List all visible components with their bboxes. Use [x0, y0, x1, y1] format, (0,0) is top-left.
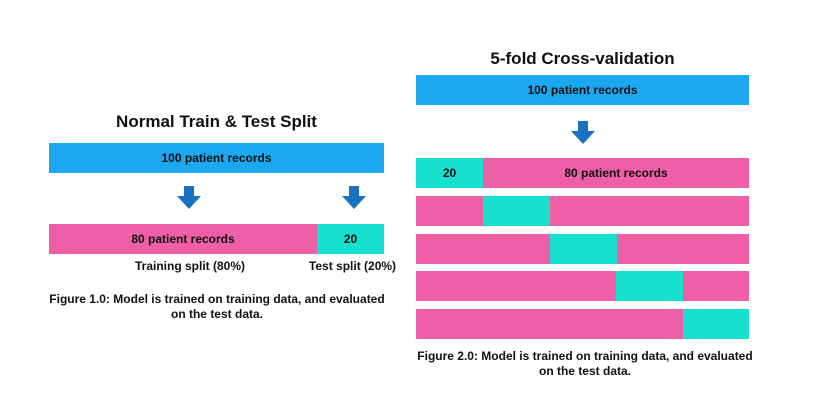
fold-4-train-segment-left: [416, 271, 616, 301]
fold-1-test-label: 20: [442, 166, 457, 180]
right-folds-arrow-icon: [571, 121, 595, 144]
training-split-label: Training split (80%): [134, 259, 245, 273]
left-test-bar: 20: [317, 224, 384, 254]
figure-1-caption-line2: on the test data.: [170, 307, 263, 321]
fold-2-train-segment-right: [550, 196, 749, 226]
left-total-records-bar: 100 patient records: [49, 143, 384, 173]
left-total-records-label: 100 patient records: [161, 151, 272, 165]
fold-5-test-segment: [683, 309, 749, 339]
figure-2-caption: Figure 2.0: Model is trained on training…: [388, 349, 782, 379]
fold-row-3: [416, 234, 749, 264]
fold-3-train-segment-left: [416, 234, 550, 264]
left-test-arrow-icon: [342, 186, 366, 209]
fold-5-train-segment: [416, 309, 683, 339]
left-train-label: 80 patient records: [131, 232, 235, 246]
fold-1-train-segment: 80 patient records: [483, 158, 749, 188]
fold-1-test-segment: 20: [416, 158, 483, 188]
right-total-records-label: 100 patient records: [527, 83, 638, 97]
figure-1-caption: Figure 1.0: Model is trained on training…: [20, 292, 414, 322]
fold-row-5: [416, 309, 749, 339]
fold-4-train-segment-right: [683, 271, 749, 301]
right-total-records-bar: 100 patient records: [416, 75, 749, 105]
fold-2-train-segment-left: [416, 196, 483, 226]
fold-3-train-segment-right: [617, 234, 749, 264]
left-train-bar: 80 patient records: [49, 224, 317, 254]
fold-1-train-label: 80 patient records: [564, 166, 668, 180]
figure-2-caption-line2: on the test data.: [538, 364, 631, 378]
figure-1-caption-line1: Figure 1.0: Model is trained on training…: [49, 292, 385, 306]
fold-row-1: 20 80 patient records: [416, 158, 749, 188]
fold-4-test-segment: [616, 271, 683, 301]
test-split-label: Test split (20%): [308, 259, 397, 273]
fold-2-test-segment: [483, 196, 550, 226]
left-test-label: 20: [343, 232, 358, 246]
figure-2-caption-line1: Figure 2.0: Model is trained on training…: [417, 349, 753, 363]
cross-validation-title: 5-fold Cross-validation: [490, 49, 675, 68]
train-test-split-title: Normal Train & Test Split: [116, 112, 317, 131]
fold-3-test-segment: [550, 234, 617, 264]
fold-row-2: [416, 196, 749, 226]
left-train-arrow-icon: [177, 186, 201, 209]
fold-row-4: [416, 271, 749, 301]
